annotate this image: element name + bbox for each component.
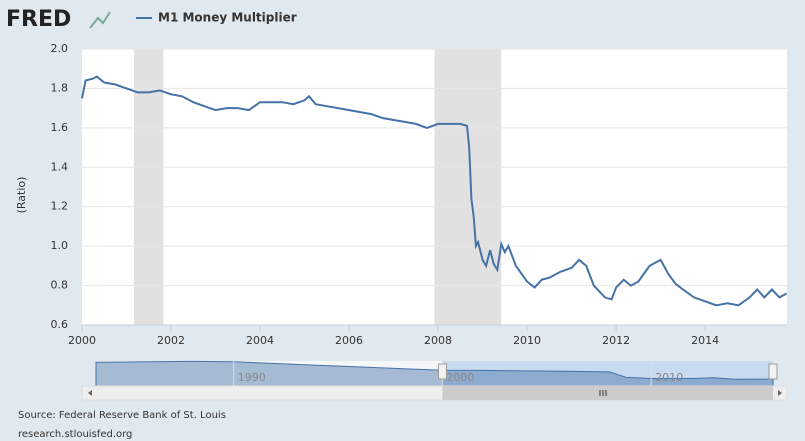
recession-band (434, 49, 502, 325)
logo-icon (89, 11, 111, 29)
navigator-tick-label: 2000 (446, 371, 474, 384)
x-tick-label: 2000 (68, 334, 96, 347)
navigator-tick-label: 2010 (655, 371, 683, 384)
scrollbar-thumb[interactable] (442, 386, 773, 400)
source-url: research.stlouisfed.org (18, 429, 132, 440)
y-axis-label: (Ratio) (15, 177, 28, 214)
y-tick-label: 1.6 (51, 121, 69, 134)
scroll-right[interactable] (778, 390, 782, 396)
scroll-left[interactable] (88, 390, 92, 396)
logo: FRED (6, 7, 71, 32)
y-tick-label: 0.6 (51, 318, 69, 331)
series-line (81, 75, 788, 307)
navigator-handle[interactable] (437, 363, 447, 380)
x-tick-label: 2014 (691, 334, 719, 347)
y-tick-label: 1.8 (51, 81, 69, 94)
navigator-tick-label: 1990 (238, 371, 266, 384)
x-tick-label: 2004 (246, 334, 274, 347)
navigator-handle[interactable] (768, 363, 778, 380)
y-tick-label: 1.0 (51, 239, 69, 252)
x-tick-label: 2010 (513, 334, 541, 347)
source: Source: Federal Reserve Bank of St. Loui… (18, 410, 226, 421)
x-tick-label: 2002 (157, 334, 185, 347)
legend-label: M1 Money Multiplier (158, 11, 297, 25)
y-tick-label: 0.8 (51, 279, 69, 292)
y-tick-label: 1.2 (51, 200, 69, 213)
x-tick-label: 2012 (602, 334, 630, 347)
x-tick-label: 2006 (335, 334, 363, 347)
x-tick-label: 2008 (424, 334, 452, 347)
recession-band (134, 49, 164, 325)
y-tick-label: 1.4 (51, 160, 69, 173)
y-tick-label: 2.0 (51, 42, 69, 55)
